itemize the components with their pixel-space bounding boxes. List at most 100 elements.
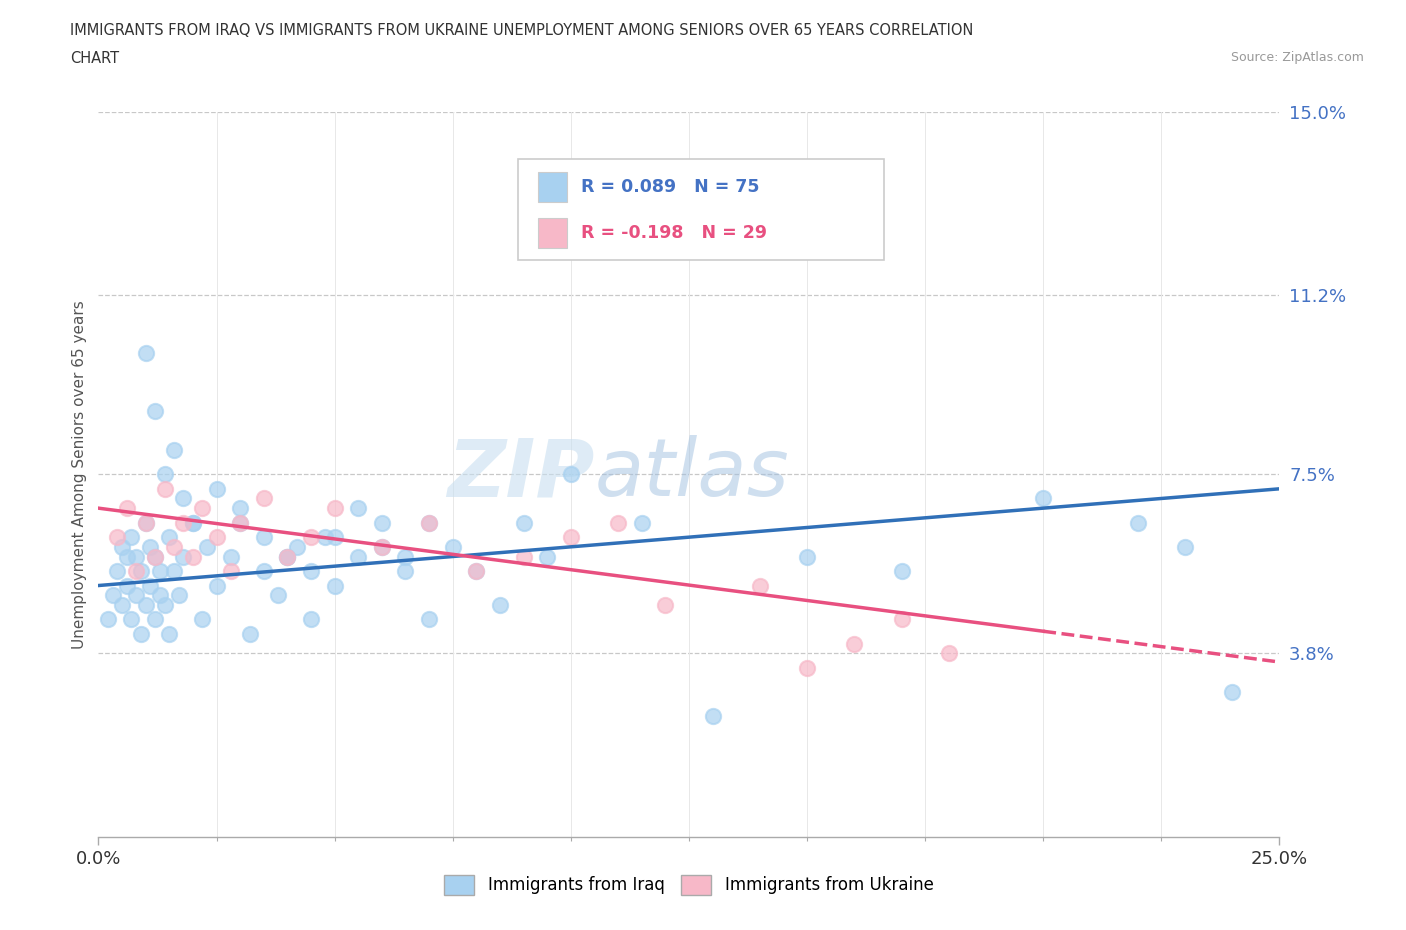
Point [135, 515, 157, 530]
Point [844, 636, 866, 651]
Point [191, 500, 214, 515]
Point [125, 549, 148, 564]
Point [157, 627, 180, 642]
Point [276, 549, 298, 564]
Legend: Immigrants from Iraq, Immigrants from Ukraine: Immigrants from Iraq, Immigrants from Uk… [437, 869, 941, 901]
Point [157, 530, 180, 545]
Point [796, 549, 818, 564]
Point [153, 597, 176, 612]
Bar [537, 218, 567, 248]
Point [135, 597, 157, 612]
Text: Source: ZipAtlas.com: Source: ZipAtlas.com [1230, 51, 1364, 64]
Point [299, 612, 322, 627]
Point [371, 539, 394, 554]
Point [890, 612, 912, 627]
Point [125, 564, 148, 578]
Point [139, 539, 162, 554]
Point [143, 549, 166, 564]
Point [143, 404, 166, 418]
Point [97, 612, 120, 627]
Point [465, 564, 488, 578]
Point [1220, 684, 1243, 699]
Point [394, 564, 416, 578]
Point [153, 467, 176, 482]
Point [205, 578, 228, 593]
FancyBboxPatch shape [517, 159, 884, 260]
Point [143, 612, 166, 627]
Point [560, 530, 582, 545]
Point [105, 530, 128, 545]
Point [418, 515, 440, 530]
Point [205, 482, 228, 497]
Point [163, 539, 186, 554]
Point [1126, 515, 1149, 530]
Point [748, 578, 770, 593]
Text: ZIP: ZIP [447, 435, 595, 513]
Point [1032, 491, 1054, 506]
Point [489, 597, 512, 612]
Point [371, 539, 394, 554]
Point [418, 515, 440, 530]
Point [253, 530, 276, 545]
Point [111, 597, 134, 612]
Point [607, 515, 630, 530]
Point [285, 539, 308, 554]
Point [115, 500, 138, 515]
Text: CHART: CHART [70, 51, 120, 66]
Point [181, 549, 204, 564]
Text: atlas: atlas [595, 435, 789, 513]
Point [153, 482, 176, 497]
Point [135, 346, 157, 361]
Point [323, 530, 346, 545]
Point [276, 549, 298, 564]
Point [253, 564, 276, 578]
Point [299, 564, 322, 578]
Point [347, 500, 370, 515]
Point [115, 578, 138, 593]
Point [512, 549, 534, 564]
Point [205, 530, 228, 545]
Point [323, 578, 346, 593]
Point [323, 500, 346, 515]
Point [149, 564, 172, 578]
Point [229, 515, 252, 530]
Point [167, 588, 190, 603]
Point [219, 549, 242, 564]
Point [536, 549, 558, 564]
Point [191, 612, 214, 627]
Point [299, 530, 322, 545]
Point [890, 564, 912, 578]
Point [938, 645, 960, 660]
Point [441, 539, 464, 554]
Point [172, 491, 194, 506]
Point [465, 564, 488, 578]
Point [163, 564, 186, 578]
Point [135, 515, 157, 530]
Point [654, 597, 676, 612]
Point [796, 660, 818, 675]
Point [105, 564, 128, 578]
Point [630, 515, 652, 530]
Y-axis label: Unemployment Among Seniors over 65 years: Unemployment Among Seniors over 65 years [72, 300, 87, 649]
Point [163, 443, 186, 458]
Point [195, 539, 218, 554]
Point [702, 709, 724, 724]
Point [121, 530, 143, 545]
Point [181, 515, 204, 530]
Point [129, 627, 152, 642]
Point [219, 564, 242, 578]
Point [394, 549, 416, 564]
Bar [537, 172, 567, 203]
Point [149, 588, 172, 603]
Point [229, 500, 252, 515]
Point [125, 588, 148, 603]
Point [239, 627, 262, 642]
Point [1174, 539, 1197, 554]
Point [253, 491, 276, 506]
Point [172, 549, 194, 564]
Point [314, 530, 336, 545]
Text: R = 0.089   N = 75: R = 0.089 N = 75 [582, 178, 761, 196]
Point [111, 539, 134, 554]
Point [371, 515, 394, 530]
Point [512, 515, 534, 530]
